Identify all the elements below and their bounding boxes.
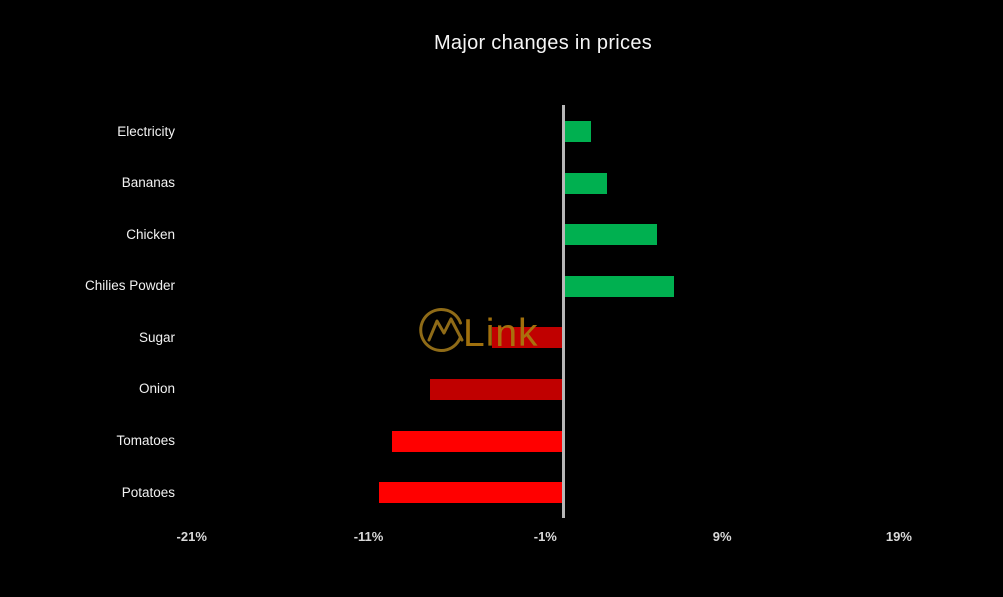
bar-chilies-powder <box>563 275 675 297</box>
bar-electricity <box>563 121 592 143</box>
x-tick-label-9pct: 9% <box>712 529 732 544</box>
mountain-logo-icon <box>419 308 464 352</box>
bar-chicken <box>563 224 657 246</box>
category-label-bananas: Bananas <box>121 175 175 191</box>
category-label-onion: Onion <box>138 381 175 397</box>
category-label-potatoes: Potatoes <box>121 484 175 500</box>
chart-title: Major changes in prices <box>433 32 653 54</box>
category-label-sugar: Sugar <box>138 329 175 345</box>
x-tick-label--11pct: -11% <box>353 529 384 544</box>
x-tick-label-19pct: 19% <box>885 529 912 544</box>
category-label-electricity: Electricity <box>117 123 175 139</box>
bar-sugar <box>492 327 563 349</box>
bar-bananas <box>563 172 608 194</box>
category-label-chilies-powder: Chilies Powder <box>84 278 175 294</box>
x-tick-label--1pct: -1% <box>533 529 557 544</box>
bar-tomatoes <box>391 430 563 452</box>
x-tick-label--21pct: -21% <box>176 529 207 544</box>
category-label-tomatoes: Tomatoes <box>116 433 175 448</box>
category-label-chicken: Chicken <box>126 226 175 242</box>
bar-onion <box>430 378 563 400</box>
zero-axis-line <box>562 105 565 518</box>
bar-potatoes <box>379 482 563 504</box>
